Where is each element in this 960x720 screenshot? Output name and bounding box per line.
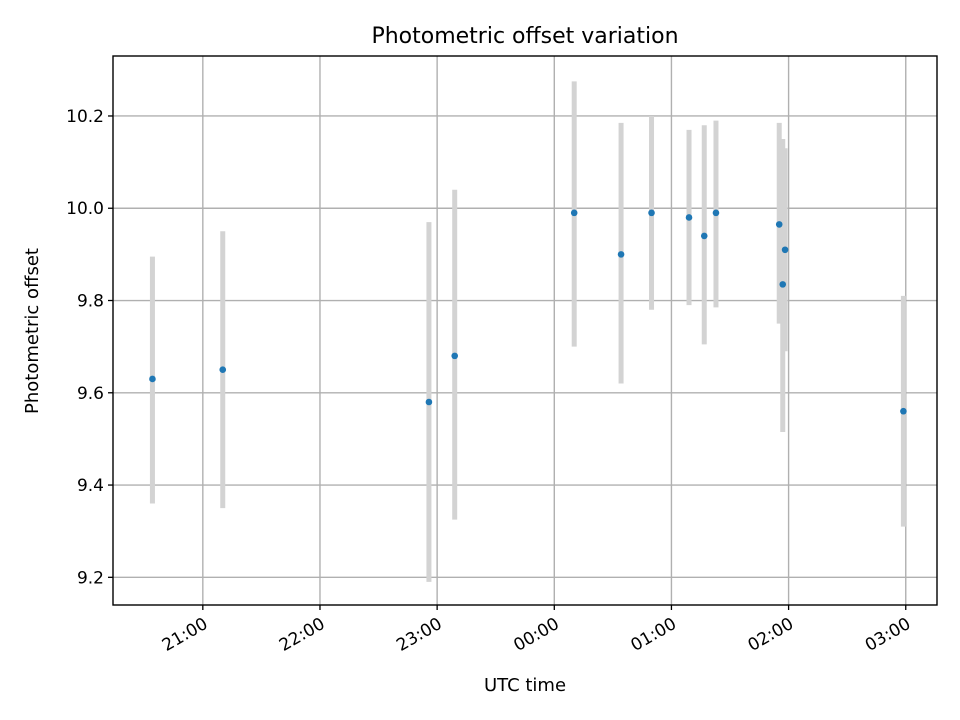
data-point bbox=[700, 232, 708, 240]
x-axis-ticks: 21:00 22:00 23:00 00:00 01:00 02:00 03:00 bbox=[159, 605, 914, 656]
x-tick-label: 00:00 bbox=[510, 614, 562, 656]
y-tick-label: 9.6 bbox=[77, 384, 104, 404]
x-tick-label: 21:00 bbox=[159, 614, 211, 656]
grid-lines bbox=[113, 56, 937, 605]
y-tick-label: 10.0 bbox=[66, 199, 104, 219]
data-point bbox=[451, 352, 459, 360]
y-axis-label: Photometric offset bbox=[22, 248, 43, 414]
y-tick-label: 9.2 bbox=[77, 568, 104, 588]
x-tick-label: 23:00 bbox=[393, 614, 445, 656]
data-point bbox=[570, 209, 578, 217]
data-point bbox=[617, 251, 625, 258]
x-tick-label: 01:00 bbox=[628, 614, 680, 656]
chart-title: Photometric offset variation bbox=[371, 24, 678, 49]
x-tick-label: 02:00 bbox=[745, 614, 797, 656]
y-tick-label: 10.2 bbox=[66, 107, 104, 127]
x-tick-label: 03:00 bbox=[862, 614, 914, 656]
plot-frame bbox=[112, 55, 938, 606]
error-bars bbox=[149, 81, 906, 582]
data-point bbox=[648, 209, 655, 217]
data-point bbox=[900, 407, 907, 415]
x-axis-label: UTC time bbox=[484, 675, 566, 696]
y-axis-ticks: 9.2 9.4 9.6 9.8 10.0 10.2 bbox=[66, 107, 113, 588]
y-tick-label: 9.4 bbox=[77, 476, 104, 496]
data-point bbox=[425, 398, 433, 406]
x-tick-label: 22:00 bbox=[276, 614, 328, 656]
data-point bbox=[712, 209, 720, 217]
data-point bbox=[149, 375, 156, 383]
data-point bbox=[219, 366, 227, 374]
data-points bbox=[149, 209, 907, 415]
data-point bbox=[685, 214, 693, 221]
data-point bbox=[779, 281, 787, 288]
data-point bbox=[775, 221, 783, 228]
data-point bbox=[781, 246, 789, 254]
y-tick-label: 9.8 bbox=[77, 292, 104, 312]
